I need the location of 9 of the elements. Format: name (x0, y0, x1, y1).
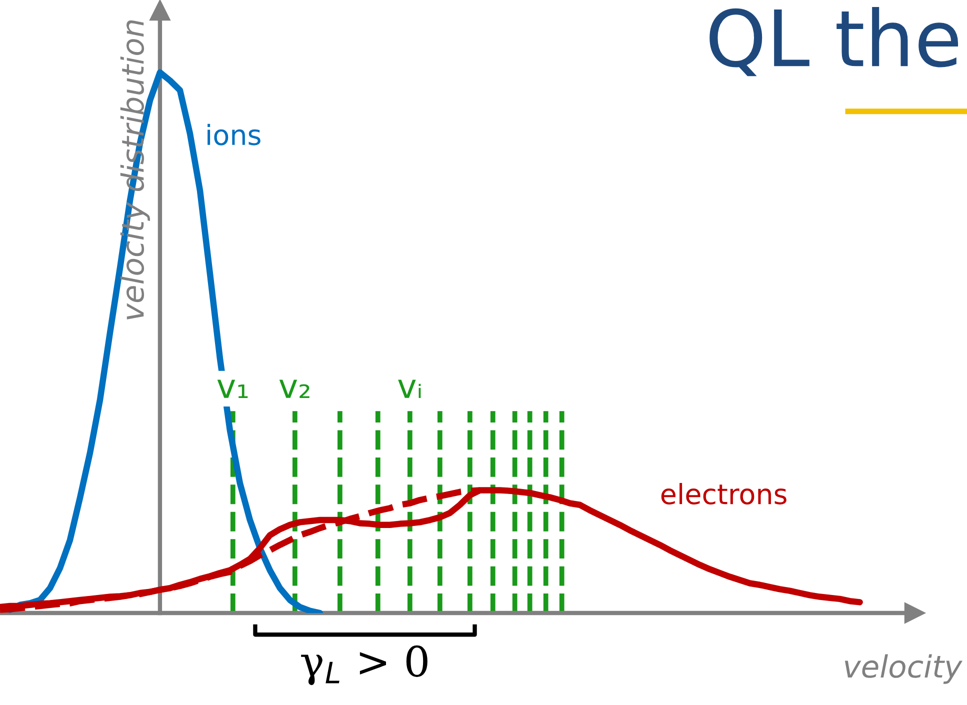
y-axis-title: velocity distribution (120, 20, 150, 320)
annotation: vᵢ (398, 380, 421, 398)
series-label: electrons (661, 482, 786, 504)
x-axis-title: velocity (844, 654, 962, 684)
annotation: v₁ (217, 380, 248, 398)
text: γ$_{L}$ > 0 (301, 645, 428, 686)
chart-title: QL the (710, 7, 958, 76)
series-label: ions (208, 124, 260, 146)
annotation: v₂ (279, 380, 310, 398)
